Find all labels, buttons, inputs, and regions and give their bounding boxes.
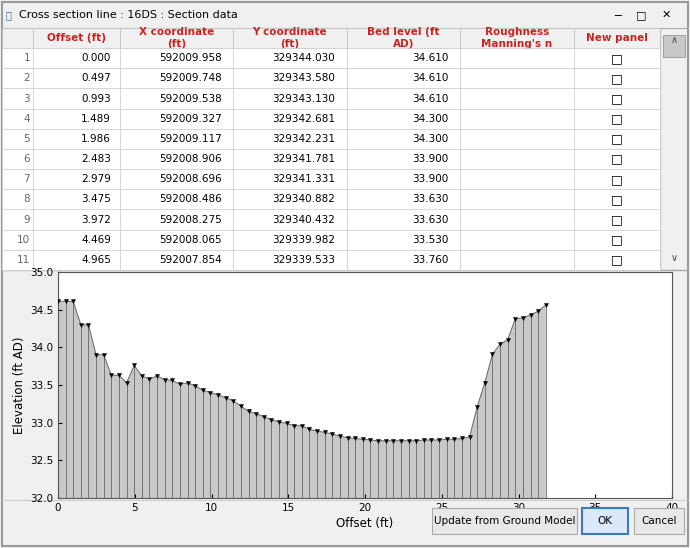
Text: ✕: ✕	[661, 10, 671, 20]
Text: □: □	[636, 10, 647, 20]
Text: 🖼: 🖼	[6, 10, 11, 20]
Text: ∧: ∧	[671, 35, 678, 45]
Y-axis label: Elevation (ft AD): Elevation (ft AD)	[12, 336, 26, 434]
Text: Cancel: Cancel	[641, 516, 677, 526]
Text: Cross section line : 16DS : Section data: Cross section line : 16DS : Section data	[19, 10, 238, 20]
Text: ∨: ∨	[671, 253, 678, 262]
Text: Update from Ground Model: Update from Ground Model	[434, 516, 575, 526]
Text: OK: OK	[598, 516, 613, 526]
Bar	[2, 28, 660, 270]
FancyBboxPatch shape	[432, 508, 577, 534]
X-axis label: Offset (ft): Offset (ft)	[337, 517, 393, 530]
FancyBboxPatch shape	[582, 508, 628, 534]
FancyBboxPatch shape	[634, 508, 684, 534]
Bar	[663, 35, 685, 57]
Text: ─: ─	[614, 10, 621, 20]
